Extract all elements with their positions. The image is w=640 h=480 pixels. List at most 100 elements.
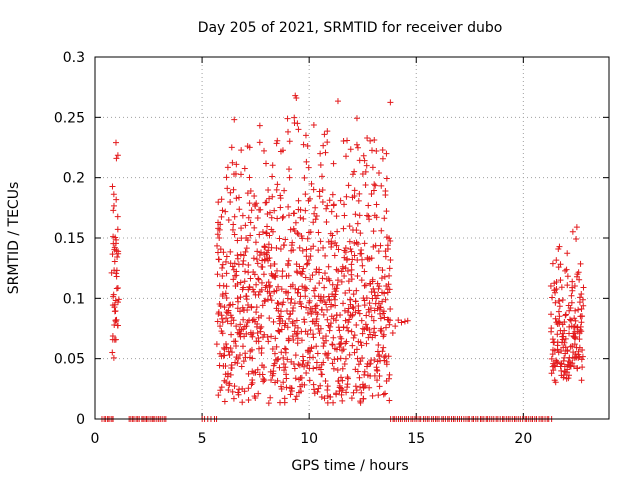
- data-point: [229, 301, 236, 308]
- data-point: [351, 252, 358, 259]
- data-point: [316, 266, 323, 273]
- y-tick-label: 0.25: [54, 110, 85, 126]
- data-point: [255, 390, 262, 397]
- chart-title: Day 205 of 2021, SRMTID for receiver dub…: [198, 20, 503, 36]
- data-point: [382, 253, 389, 260]
- data-point: [343, 389, 350, 396]
- data-point: [299, 247, 306, 254]
- data-point: [313, 213, 320, 220]
- data-point: [295, 231, 302, 238]
- data-point: [257, 328, 264, 335]
- data-point: [234, 360, 241, 367]
- data-point: [578, 305, 585, 312]
- x-tick-label: 0: [91, 431, 100, 447]
- data-point: [246, 284, 253, 291]
- data-point: [353, 321, 360, 328]
- data-point: [550, 367, 557, 374]
- data-point: [301, 316, 308, 323]
- data-point: [368, 313, 375, 320]
- data-point: [292, 219, 299, 226]
- data-point: [214, 318, 221, 325]
- data-point: [266, 289, 273, 296]
- data-point: [574, 365, 581, 372]
- data-point: [317, 325, 324, 332]
- data-point: [386, 235, 393, 242]
- data-point: [330, 334, 337, 341]
- data-point: [333, 242, 340, 249]
- data-point: [307, 228, 314, 235]
- data-point: [358, 389, 365, 396]
- data-point: [371, 356, 378, 363]
- data-point: [251, 224, 258, 231]
- data-point: [310, 354, 317, 361]
- data-point: [256, 139, 263, 146]
- data-point: [269, 193, 276, 200]
- data-point: [255, 345, 262, 352]
- data-point: [556, 243, 563, 250]
- data-point: [115, 296, 122, 303]
- data-point: [378, 227, 385, 234]
- data-point: [373, 201, 380, 208]
- data-point: [577, 260, 584, 267]
- data-point: [324, 202, 331, 209]
- data-point: [346, 287, 353, 294]
- data-point: [328, 240, 335, 247]
- data-point: [361, 157, 368, 164]
- data-point: [290, 210, 297, 217]
- data-point: [240, 284, 247, 291]
- data-point: [243, 323, 250, 330]
- data-point: [387, 99, 394, 106]
- data-point: [356, 212, 363, 219]
- data-point: [564, 282, 571, 289]
- data-point: [312, 285, 319, 292]
- data-point: [264, 333, 271, 340]
- data-point: [354, 273, 361, 280]
- data-point: [364, 134, 371, 141]
- data-point: [256, 231, 263, 238]
- data-point: [373, 147, 380, 154]
- data-point: [286, 166, 293, 173]
- data-point: [316, 280, 323, 287]
- data-point: [236, 352, 243, 359]
- data-point: [299, 353, 306, 360]
- data-point: [322, 252, 329, 259]
- data-point: [336, 327, 343, 334]
- data-point: [386, 272, 393, 279]
- data-point: [244, 237, 251, 244]
- data-point: [265, 279, 272, 286]
- data-point: [276, 320, 283, 327]
- data-point: [254, 366, 261, 373]
- data-point: [332, 302, 339, 309]
- data-point: [350, 305, 357, 312]
- data-point: [383, 208, 390, 215]
- data-point: [297, 206, 304, 213]
- data-point: [376, 283, 383, 290]
- data-point: [307, 348, 314, 355]
- data-point: [241, 165, 248, 172]
- data-point: [275, 283, 282, 290]
- data-point: [258, 323, 265, 330]
- data-point: [347, 296, 354, 303]
- data-point: [324, 306, 331, 313]
- data-point: [258, 312, 265, 319]
- data-point: [224, 370, 231, 377]
- data-point: [341, 360, 348, 367]
- data-point: [382, 296, 389, 303]
- data-point: [572, 307, 579, 314]
- data-point: [219, 265, 226, 272]
- data-point: [355, 307, 362, 314]
- data-point: [273, 267, 280, 274]
- data-point: [349, 171, 356, 178]
- data-point: [112, 308, 119, 315]
- data-point: [380, 333, 387, 340]
- data-point: [564, 250, 571, 257]
- data-point: [214, 231, 221, 238]
- data-point: [551, 347, 558, 354]
- data-point: [240, 252, 247, 259]
- data-point: [309, 308, 316, 315]
- data-point: [245, 396, 252, 403]
- data-point: [284, 356, 291, 363]
- data-point: [291, 114, 298, 121]
- data-point: [252, 239, 259, 246]
- data-point: [111, 258, 118, 265]
